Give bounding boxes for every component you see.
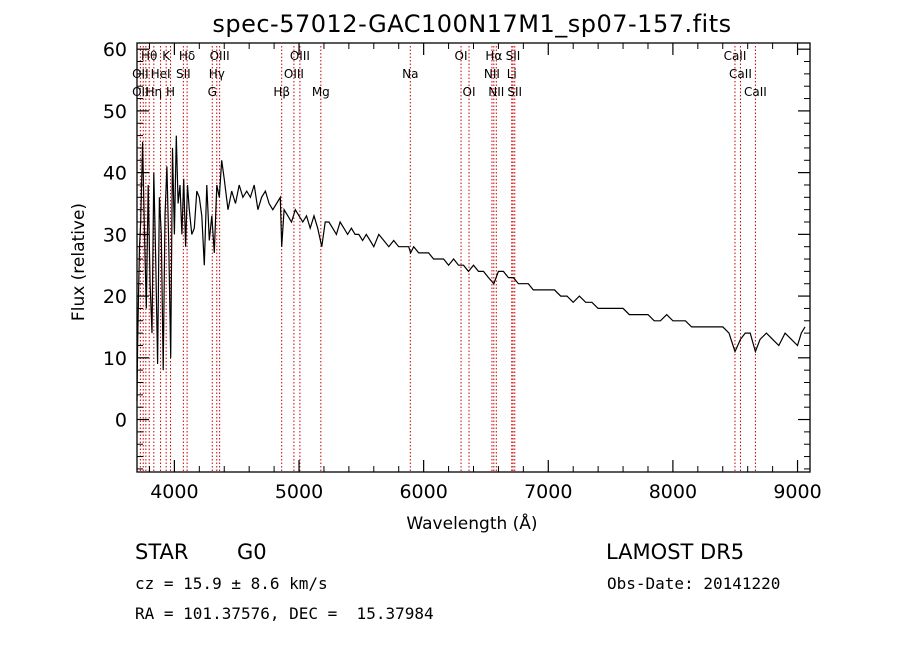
line-marker-label: Li [507,67,517,81]
line-marker-label: SII [507,85,522,99]
line-marker-label: G [208,85,217,99]
survey-name: LAMOST DR5 [606,540,745,564]
coordinates: RA = 101.37576, DEC = 15.37984 [135,604,434,623]
x-tick-label: 6000 [399,481,447,503]
line-marker-label: OII [132,85,149,99]
line-marker-label: NII [488,85,504,99]
line-marker-label: OIII [290,49,310,63]
y-tick-label: 20 [103,286,127,308]
line-marker-label: SII [506,49,521,63]
line-marker-label: HeI [151,67,171,81]
redshift-cz: cz = 15.9 ± 8.6 km/s [135,574,328,593]
line-marker-label: Hη [146,85,163,99]
line-marker-labels: Hθ K Hδ OIII OIII OI Hα SII CaII OII HeI SII Hγ OIII N… [132,49,767,99]
line-marker-label: Hθ [141,49,157,63]
object-subclass: G0 [237,540,267,564]
plot-frame [136,42,811,473]
line-marker-label: OI [455,49,468,63]
line-marker-label: CaII [744,85,767,99]
line-marker-label: Hγ [209,67,225,81]
obs-date: Obs-Date: 20141220 [607,574,781,593]
line-marker-label: K [162,49,171,63]
y-axis-ticks: 0 10 20 30 40 50 60 [103,39,810,470]
line-marker-label: H [166,85,175,99]
y-tick-label: 60 [103,39,127,61]
x-axis-ticks: 4000 5000 6000 7000 8000 9000 [148,43,822,503]
line-marker-label: Hβ [273,85,290,99]
x-tick-label: 9000 [773,481,821,503]
line-marker-label: Na [402,67,418,81]
y-tick-label: 40 [103,163,127,185]
x-tick-label: 8000 [649,481,697,503]
line-markers [139,46,756,472]
line-marker-label: OIII [284,67,304,81]
line-marker-label: OIII [210,49,230,63]
line-marker-label: SII [176,67,191,81]
spectrum-line [136,135,806,402]
y-axis-label: Flux (relative) [69,203,89,321]
x-axis-label: Wavelength (Å) [406,512,537,534]
y-tick-label: 0 [115,410,127,432]
chart-title: spec-57012-GAC100N17M1_sp07-157.fits [212,10,731,38]
x-tick-label: 7000 [524,481,572,503]
y-tick-label: 30 [103,224,127,246]
line-marker-label: Mg [312,85,330,99]
line-marker-label: CaII [724,49,747,63]
x-tick-label: 4000 [150,481,198,503]
y-tick-label: 10 [103,348,127,370]
line-marker-label: NII [484,67,500,81]
x-tick-label: 5000 [275,481,323,503]
object-class: STAR [135,540,189,564]
line-marker-label: OI [463,85,476,99]
line-marker-label: Hα [485,49,502,63]
line-marker-label: CaII [729,67,752,81]
line-marker-label: Hδ [179,49,195,63]
y-tick-label: 50 [103,101,127,123]
